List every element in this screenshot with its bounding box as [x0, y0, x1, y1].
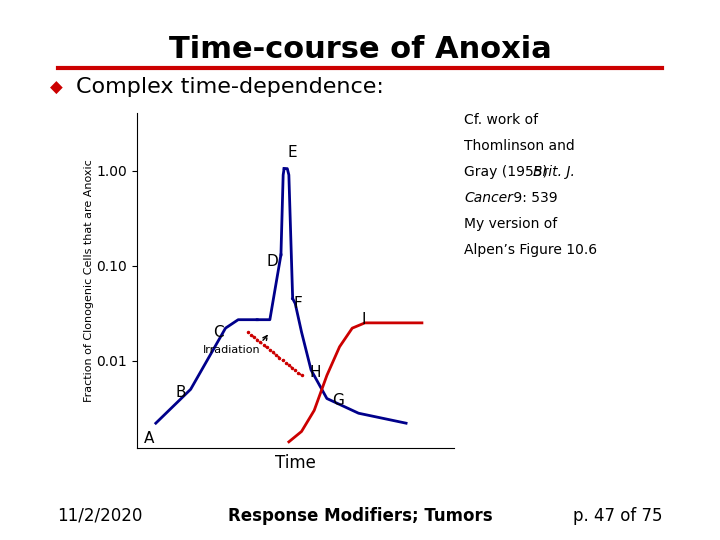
Text: Irradiation: Irradiation [203, 335, 267, 355]
Text: G: G [332, 393, 343, 408]
Text: Cancer: Cancer [464, 191, 513, 205]
Text: Complex time-dependence:: Complex time-dependence: [76, 77, 384, 98]
Text: I: I [361, 312, 366, 327]
Text: 9: 539: 9: 539 [509, 191, 558, 205]
Text: E: E [287, 145, 297, 160]
Text: 11/2/2020: 11/2/2020 [58, 507, 143, 525]
Text: Time-course of Anoxia: Time-course of Anoxia [168, 35, 552, 64]
Text: F: F [294, 296, 302, 311]
Text: B: B [176, 385, 186, 400]
Text: Cf. work of: Cf. work of [464, 113, 539, 127]
Text: p. 47 of 75: p. 47 of 75 [573, 507, 662, 525]
Text: My version of: My version of [464, 217, 558, 231]
Text: H: H [310, 365, 321, 380]
Text: C: C [213, 325, 224, 340]
Text: ◆: ◆ [50, 78, 63, 97]
Text: Alpen’s Figure 10.6: Alpen’s Figure 10.6 [464, 243, 598, 257]
Text: A: A [144, 431, 154, 447]
Text: D: D [266, 254, 278, 269]
Text: Gray (1955): Gray (1955) [464, 165, 553, 179]
Text: Brit. J.: Brit. J. [533, 165, 575, 179]
X-axis label: Time: Time [275, 454, 315, 472]
Text: Response Modifiers; Tumors: Response Modifiers; Tumors [228, 507, 492, 525]
Y-axis label: Fraction of Clonogenic Cells that are Anoxic: Fraction of Clonogenic Cells that are An… [84, 159, 94, 402]
Text: Thomlinson and: Thomlinson and [464, 139, 575, 153]
